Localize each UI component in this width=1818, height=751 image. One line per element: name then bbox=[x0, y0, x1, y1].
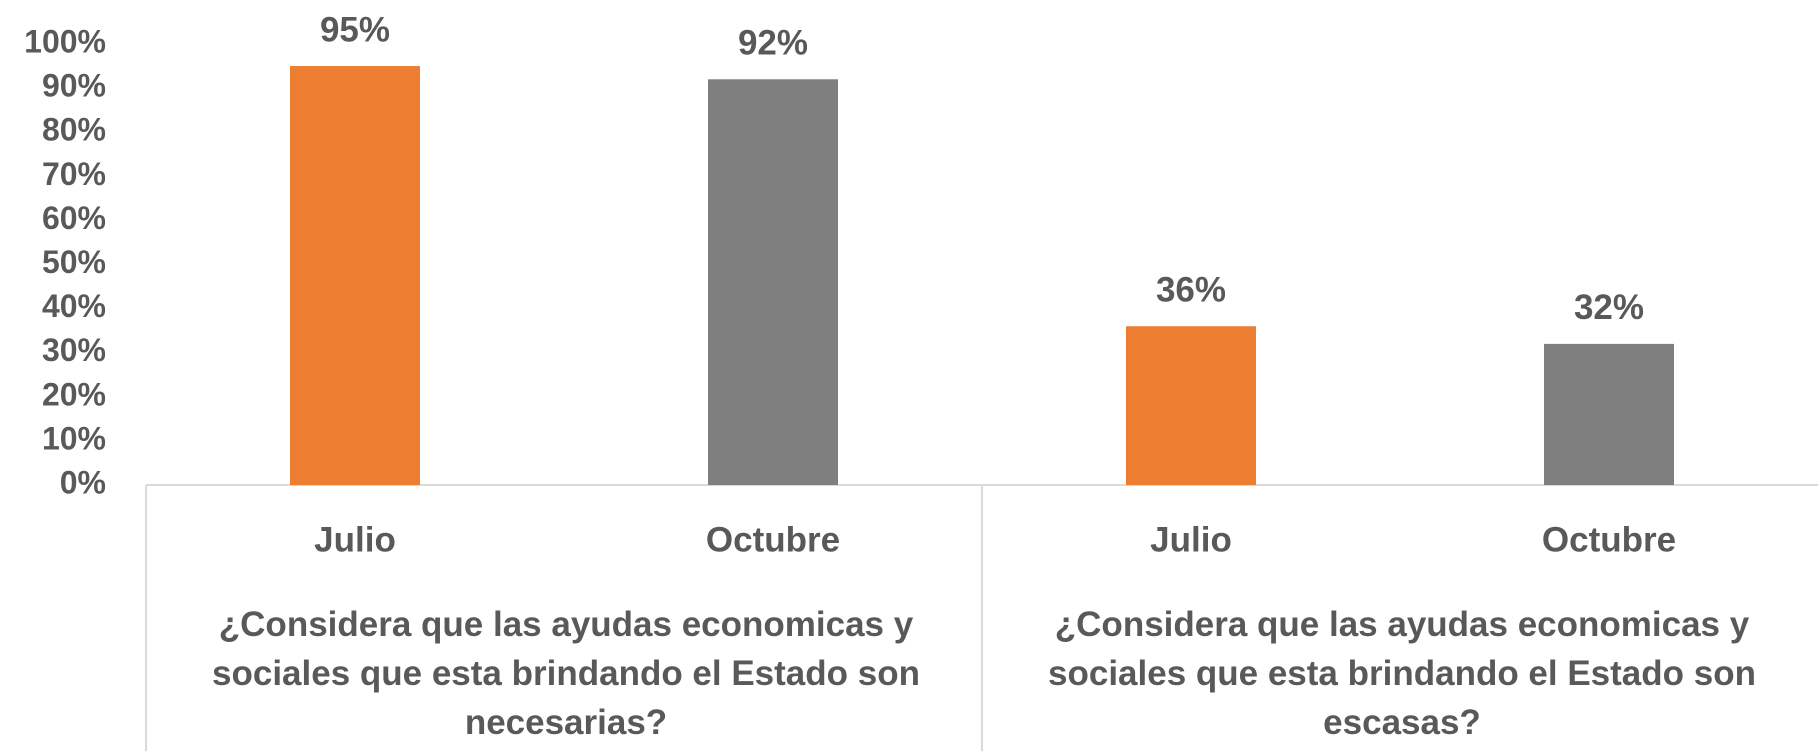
group-label: ¿Considera que las ayudas economicas y s… bbox=[212, 605, 920, 742]
y-tick-label: 30% bbox=[42, 332, 106, 368]
y-tick-label: 80% bbox=[42, 112, 106, 148]
x-tick-label: Julio bbox=[314, 520, 396, 559]
y-tick-label: 50% bbox=[42, 244, 106, 280]
bar bbox=[708, 79, 838, 485]
bar bbox=[290, 66, 420, 486]
y-tick-label: 60% bbox=[42, 200, 106, 236]
x-tick-label: Julio bbox=[1150, 520, 1232, 559]
value-label: 32% bbox=[1574, 288, 1644, 327]
y-tick-label: 100% bbox=[24, 23, 106, 59]
y-tick-label: 40% bbox=[42, 288, 106, 324]
value-label: 95% bbox=[320, 10, 390, 49]
value-label: 36% bbox=[1156, 270, 1226, 309]
y-tick-label: 0% bbox=[60, 464, 106, 500]
y-tick-label: 70% bbox=[42, 156, 106, 192]
group-label: ¿Considera que las ayudas economicas y s… bbox=[1048, 605, 1756, 742]
y-tick-label: 10% bbox=[42, 420, 106, 456]
bar bbox=[1544, 343, 1674, 485]
x-tick-label: Octubre bbox=[1542, 520, 1676, 559]
y-tick-label: 90% bbox=[42, 68, 106, 104]
y-tick-label: 20% bbox=[42, 376, 106, 412]
value-label: 92% bbox=[738, 24, 808, 63]
x-tick-label: Octubre bbox=[706, 520, 840, 559]
bar bbox=[1126, 326, 1256, 485]
